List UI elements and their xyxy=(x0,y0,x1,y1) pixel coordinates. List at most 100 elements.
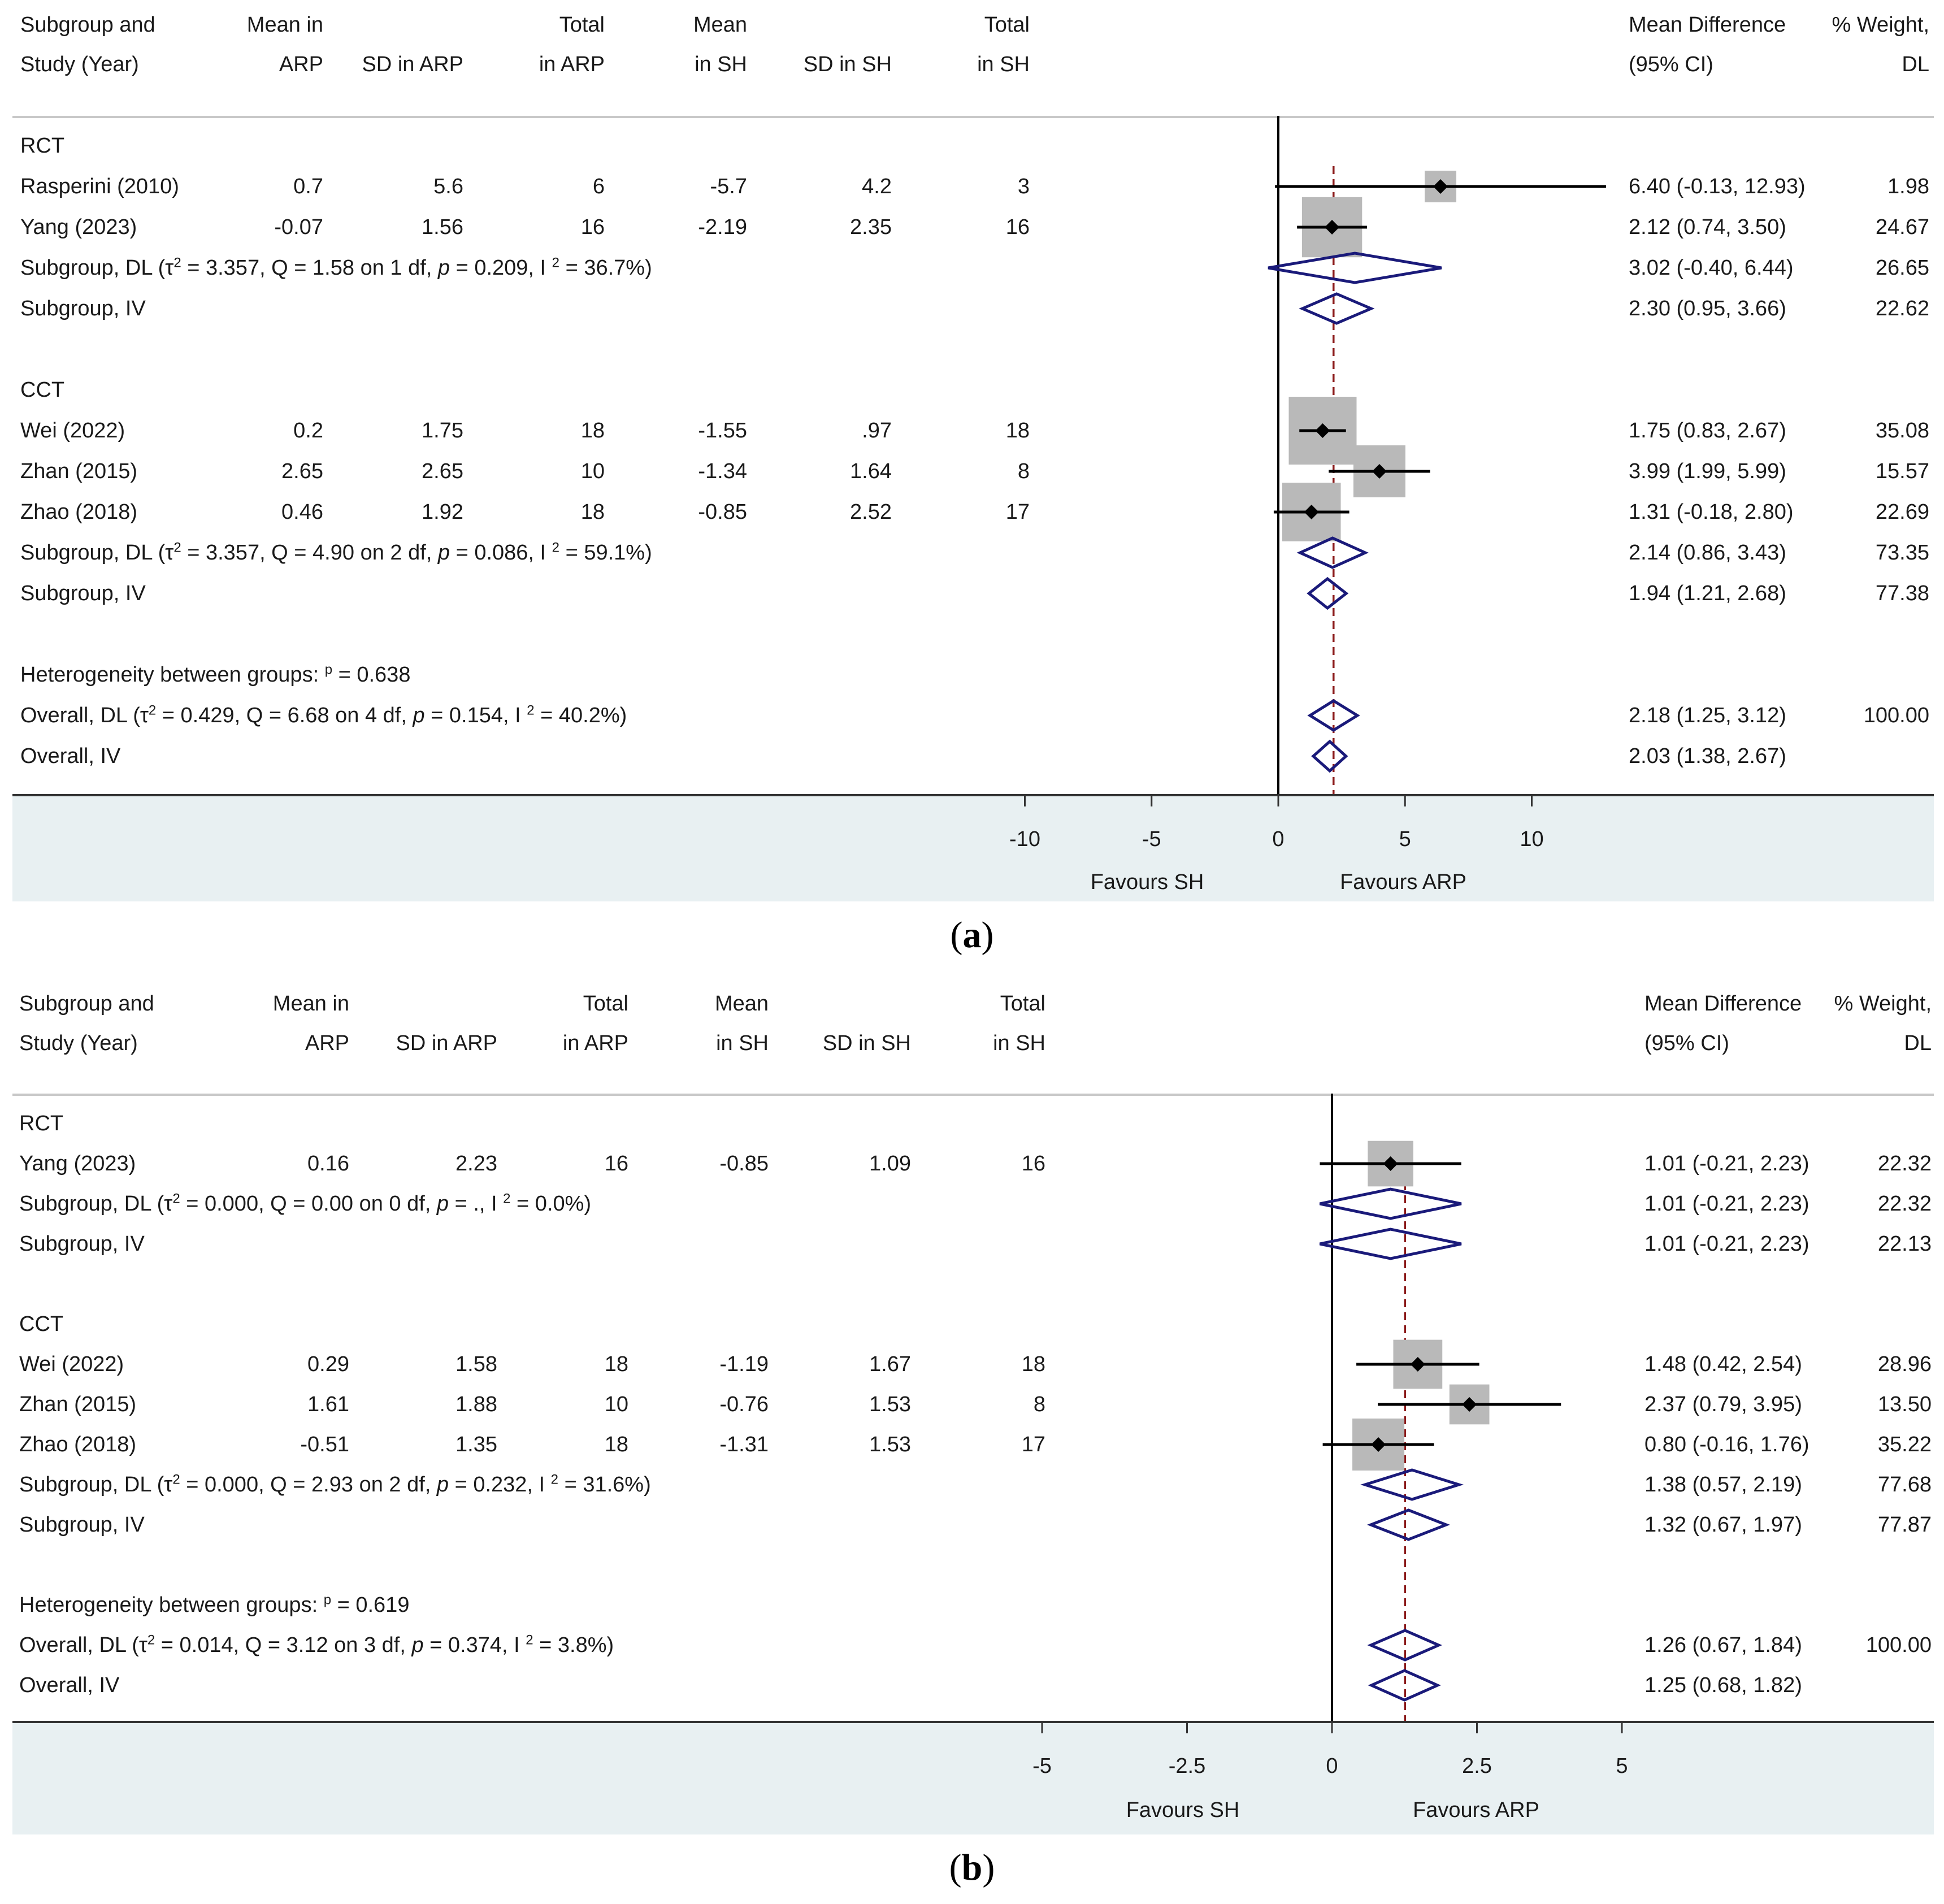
weight-value: 24.67 xyxy=(1875,215,1929,239)
axis-rule xyxy=(12,1721,1934,1723)
header-total-sh-2: in SH xyxy=(993,1031,1045,1055)
effect-ci-value: 3.99 (1.99, 5.99) xyxy=(1629,459,1786,483)
study-label: Zhan (2015) xyxy=(20,459,138,483)
header-total-sh-1: Total xyxy=(984,13,1030,37)
weight-value: 15.57 xyxy=(1875,459,1929,483)
cell-total-arp: 10 xyxy=(604,1393,628,1416)
panel-label: (b) xyxy=(949,1847,995,1888)
header-total-arp-2: in ARP xyxy=(539,53,605,76)
header-sd-arp-2: SD in ARP xyxy=(396,1031,497,1055)
effect-ci-value: 1.01 (-0.21, 2.23) xyxy=(1644,1232,1810,1256)
summary-label: Subgroup, DL (τ2 = 0.000, Q = 0.00 on 0 … xyxy=(19,1191,592,1216)
study-point-estimate xyxy=(1372,464,1387,479)
x-tick-label: -10 xyxy=(1009,827,1040,851)
weight-value: 35.22 xyxy=(1877,1433,1932,1456)
cell-total-arp: 6 xyxy=(592,175,605,198)
cell-total-sh: 3 xyxy=(1017,175,1030,198)
weight-value: 22.13 xyxy=(1877,1232,1932,1256)
cell-total-arp: 10 xyxy=(580,459,605,483)
effect-ci-value: 2.14 (0.86, 3.43) xyxy=(1629,541,1786,565)
cell-total-sh: 17 xyxy=(1021,1433,1045,1456)
summary-label: Overall, DL (τ2 = 0.429, Q = 6.68 on 4 d… xyxy=(20,702,627,727)
header-mean-sh-1: Mean xyxy=(693,13,747,37)
summary-label: Subgroup, DL (τ2 = 0.000, Q = 2.93 on 2 … xyxy=(19,1472,651,1497)
cell-mean-arp: 0.29 xyxy=(307,1352,349,1376)
cell-sd-sh: 2.52 xyxy=(850,500,892,524)
cell-total-sh: 18 xyxy=(1005,419,1030,443)
panel-label: (a) xyxy=(950,914,994,956)
cell-mean-arp: 0.2 xyxy=(293,419,323,443)
header-weight-2: DL xyxy=(1902,53,1929,76)
header-weight-1: % Weight, xyxy=(1832,13,1929,37)
header-total-arp-1: Total xyxy=(583,992,628,1016)
header-sd-arp-2: SD in ARP xyxy=(362,53,463,76)
header-mean-arp-2: ARP xyxy=(279,53,323,76)
header-mean-arp-1: Mean in xyxy=(246,13,323,37)
cell-sd-arp: 1.92 xyxy=(422,500,463,524)
header-mean-sh-2: in SH xyxy=(695,53,747,76)
summary-diamond xyxy=(1368,1669,1441,1702)
effect-ci-value: 1.48 (0.42, 2.54) xyxy=(1644,1352,1802,1376)
study-point-estimate xyxy=(1433,179,1448,194)
axis-rule xyxy=(12,794,1934,796)
header-sd-sh-2: SD in SH xyxy=(803,53,892,76)
cell-sd-arp: 2.23 xyxy=(455,1152,497,1176)
header-study-1: Subgroup and xyxy=(19,992,154,1016)
favours-right-label: Favours ARP xyxy=(1340,870,1466,894)
weight-value: 73.35 xyxy=(1875,541,1929,565)
header-rule xyxy=(12,1094,1934,1096)
study-label: Wei (2022) xyxy=(20,419,125,443)
summary-label: Overall, IV xyxy=(20,744,121,768)
cell-sd-arp: 1.58 xyxy=(455,1352,497,1376)
cell-sd-arp: 5.6 xyxy=(433,175,463,198)
header-md-1: Mean Difference xyxy=(1629,13,1786,37)
header-mean-arp-1: Mean in xyxy=(272,992,349,1016)
cell-total-arp: 16 xyxy=(580,215,605,239)
weight-value: 22.69 xyxy=(1875,500,1929,524)
x-tick-label: 5 xyxy=(1399,827,1411,851)
cell-mean-arp: 2.65 xyxy=(281,459,323,483)
summary-diamond xyxy=(1319,1228,1462,1260)
x-tick-label: 0 xyxy=(1272,827,1284,851)
effect-ci-value: 2.30 (0.95, 3.66) xyxy=(1629,297,1786,320)
header-study-1: Subgroup and xyxy=(20,13,155,37)
header-md-1: Mean Difference xyxy=(1644,992,1802,1016)
cell-mean-arp: -0.07 xyxy=(274,215,323,239)
header-mean-sh-2: in SH xyxy=(716,1031,769,1055)
weight-value: 22.62 xyxy=(1875,297,1929,320)
study-label: Yang (2023) xyxy=(20,215,137,239)
cell-sd-sh: 1.53 xyxy=(869,1433,911,1456)
axis-footer xyxy=(12,1723,1934,1834)
cell-total-sh: 8 xyxy=(1033,1393,1045,1416)
group-label: RCT xyxy=(20,134,65,158)
cell-mean-arp: 0.16 xyxy=(307,1152,349,1176)
weight-value: 26.65 xyxy=(1875,256,1929,280)
x-tick-label: -5 xyxy=(1032,1754,1052,1778)
cell-mean-sh: -1.34 xyxy=(698,459,747,483)
axis-footer xyxy=(12,796,1934,901)
favours-left-label: Favours SH xyxy=(1126,1798,1240,1822)
effect-ci-value: 2.37 (0.79, 3.95) xyxy=(1644,1393,1802,1416)
cell-mean-sh: -0.85 xyxy=(719,1152,769,1176)
x-tick-label: -2.5 xyxy=(1169,1754,1205,1778)
summary-label: Subgroup, IV xyxy=(20,582,146,605)
cell-total-arp: 18 xyxy=(580,419,605,443)
summary-label: Overall, IV xyxy=(19,1673,120,1697)
favours-right-label: Favours ARP xyxy=(1413,1798,1539,1822)
weight-value: 77.38 xyxy=(1875,582,1929,605)
cell-sd-sh: 1.64 xyxy=(850,459,892,483)
cell-sd-sh: 4.2 xyxy=(862,175,892,198)
cell-mean-arp: 0.46 xyxy=(281,500,323,524)
x-tick-label: 2.5 xyxy=(1462,1754,1492,1778)
effect-ci-value: 1.01 (-0.21, 2.23) xyxy=(1644,1152,1810,1176)
weight-value: 28.96 xyxy=(1877,1352,1932,1376)
cell-total-arp: 16 xyxy=(604,1152,628,1176)
cell-sd-sh: 1.67 xyxy=(869,1352,911,1376)
header-study-2: Study (Year) xyxy=(19,1031,138,1055)
forest-plot-a: Subgroup and Study (Year) Mean in ARP SD in … xyxy=(12,13,1934,956)
header-md-2: (95% CI) xyxy=(1629,53,1713,76)
summary-diamond xyxy=(1366,1508,1451,1541)
study-point-estimate xyxy=(1410,1357,1425,1372)
effect-ci-value: 1.32 (0.67, 1.97) xyxy=(1644,1513,1802,1537)
cell-sd-arp: 2.65 xyxy=(422,459,463,483)
